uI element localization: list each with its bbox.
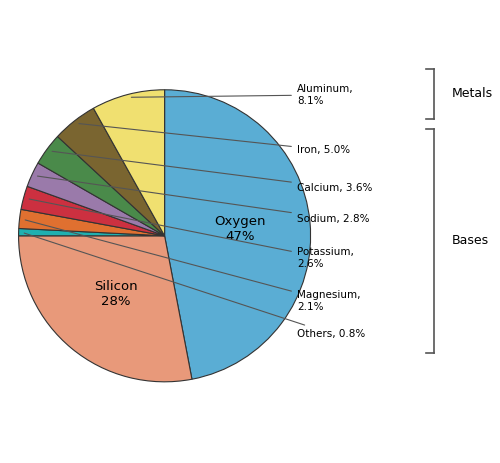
Wedge shape xyxy=(21,186,165,236)
Wedge shape xyxy=(19,209,165,236)
Text: Calcium, 3.6%: Calcium, 3.6% xyxy=(52,151,372,193)
Text: Aluminum,
8.1%: Aluminum, 8.1% xyxy=(132,84,354,106)
Wedge shape xyxy=(18,236,192,382)
Text: Magnesium,
2.1%: Magnesium, 2.1% xyxy=(25,220,360,312)
Wedge shape xyxy=(38,137,164,236)
Wedge shape xyxy=(94,90,164,236)
Text: Potassium,
2.6%: Potassium, 2.6% xyxy=(29,199,353,269)
Text: Bases: Bases xyxy=(452,234,488,247)
Wedge shape xyxy=(18,228,165,236)
Wedge shape xyxy=(164,90,310,379)
Wedge shape xyxy=(27,163,164,236)
Text: Metals: Metals xyxy=(452,87,492,100)
Text: Oxygen
47%: Oxygen 47% xyxy=(214,215,266,243)
Text: Sodium, 2.8%: Sodium, 2.8% xyxy=(38,176,370,224)
Text: Iron, 5.0%: Iron, 5.0% xyxy=(79,124,350,155)
Wedge shape xyxy=(58,108,164,236)
Text: Silicon
28%: Silicon 28% xyxy=(94,280,138,308)
Text: Others, 0.8%: Others, 0.8% xyxy=(24,233,365,339)
